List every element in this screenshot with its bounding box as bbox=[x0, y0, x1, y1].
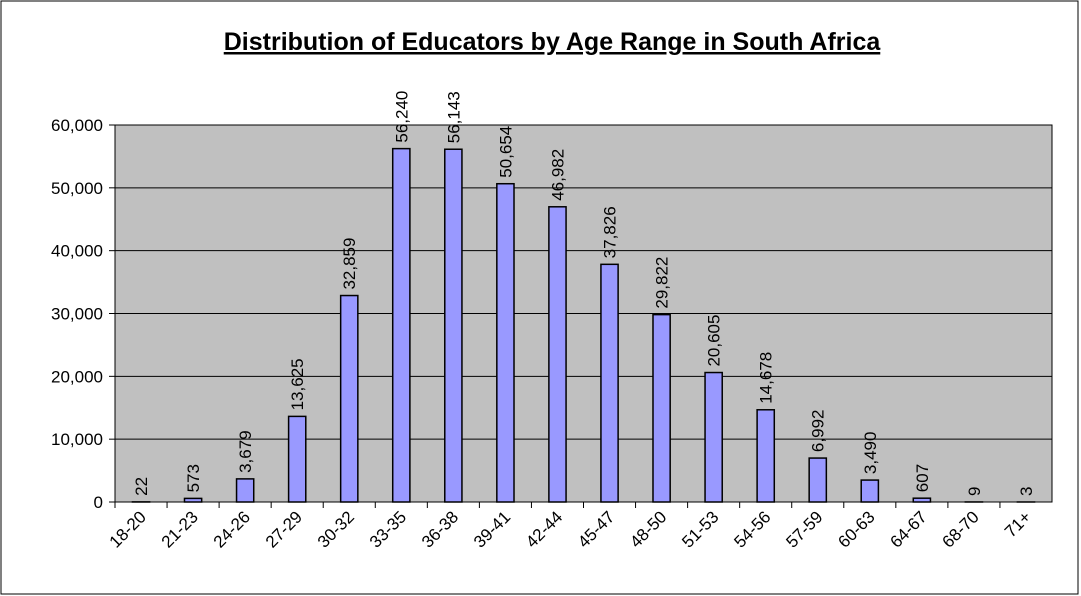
data-label: 20,605 bbox=[705, 315, 724, 367]
bar bbox=[235, 478, 255, 503]
data-label: 3,490 bbox=[861, 432, 880, 475]
data-label: 13,625 bbox=[288, 358, 307, 410]
bar bbox=[287, 415, 307, 503]
data-label: 9 bbox=[965, 486, 984, 495]
data-label: 37,826 bbox=[601, 206, 620, 258]
data-label: 29,822 bbox=[653, 257, 672, 309]
data-label: 3 bbox=[1017, 487, 1036, 496]
bar bbox=[600, 263, 619, 503]
bar bbox=[339, 294, 359, 503]
bar bbox=[652, 313, 671, 503]
bar bbox=[912, 497, 932, 503]
bar bbox=[548, 206, 567, 503]
y-tick-label: 30,000 bbox=[51, 305, 103, 324]
chart-title: Distribution of Educators by Age Range i… bbox=[224, 28, 882, 56]
data-label: 6,992 bbox=[809, 410, 828, 453]
y-tick-label: 0 bbox=[94, 493, 103, 512]
bar bbox=[183, 497, 203, 503]
data-label: 50,654 bbox=[496, 126, 515, 178]
y-tick-label: 20,000 bbox=[51, 367, 103, 386]
data-label: 32,859 bbox=[340, 238, 359, 290]
bar bbox=[860, 479, 880, 503]
y-tick-label: 60,000 bbox=[51, 116, 103, 135]
y-tick-label: 10,000 bbox=[51, 430, 103, 449]
data-label: 56,240 bbox=[392, 91, 411, 143]
data-label: 46,982 bbox=[548, 149, 567, 201]
data-label: 56,143 bbox=[444, 91, 463, 143]
data-label: 22 bbox=[132, 477, 151, 496]
bar bbox=[808, 457, 828, 503]
bar bbox=[391, 147, 411, 503]
bar bbox=[444, 148, 463, 503]
data-label: 607 bbox=[913, 464, 932, 492]
bar bbox=[704, 371, 723, 503]
data-label: 14,678 bbox=[757, 352, 776, 404]
y-tick-label: 40,000 bbox=[51, 242, 103, 261]
data-label: 573 bbox=[184, 464, 203, 492]
bar bbox=[496, 182, 515, 503]
bar bbox=[756, 409, 776, 503]
data-label: 3,679 bbox=[236, 430, 255, 473]
y-tick-label: 50,000 bbox=[51, 179, 103, 198]
